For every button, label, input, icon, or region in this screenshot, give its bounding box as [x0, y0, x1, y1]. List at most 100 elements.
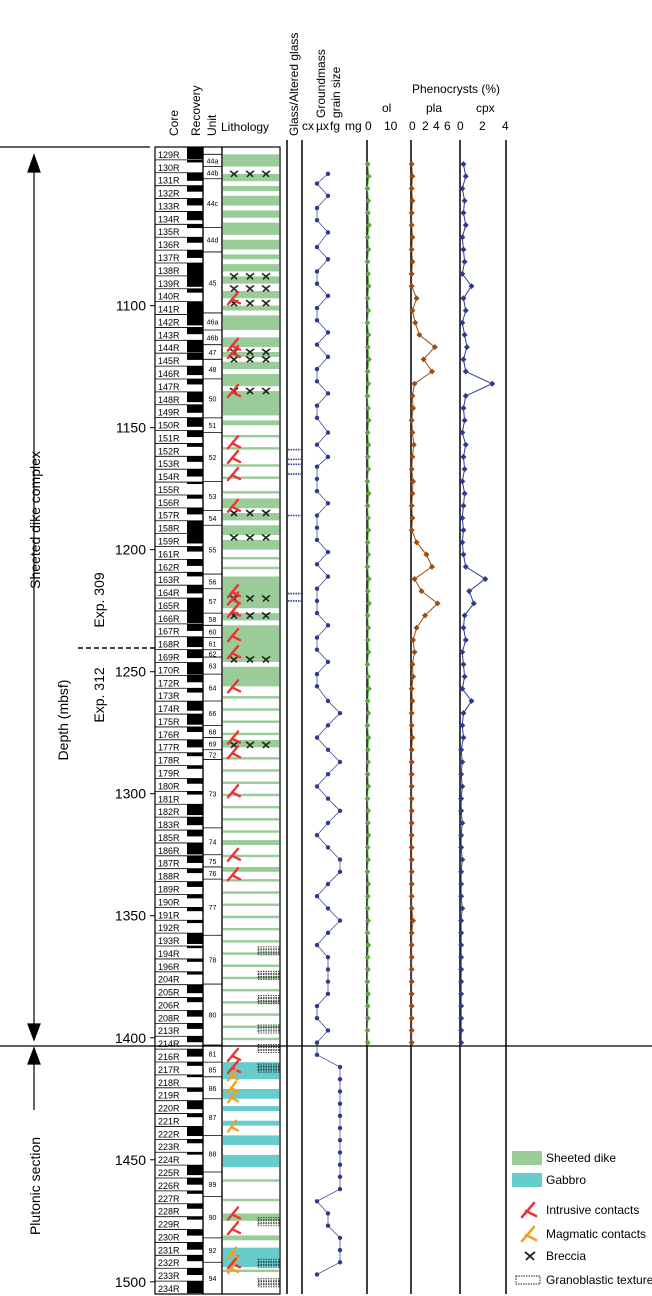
cpx-point-71: [458, 1027, 465, 1034]
lithology-band-42: [223, 793, 279, 797]
unit-label-68: 68: [209, 729, 217, 736]
core-label-181R: 181R: [158, 794, 180, 804]
ol-point-13: [364, 319, 371, 326]
unit-label-63: 63: [209, 664, 217, 671]
groundmass-point-13: [325, 330, 331, 335]
sheeted-dike-arrow-head-top: [27, 153, 41, 173]
ol-point-15: [364, 344, 371, 351]
cpx-point-58: [458, 868, 465, 875]
granoblastic-mark-2-1: [257, 998, 280, 1002]
pla-point-57: [408, 856, 415, 863]
groundmass-point-57: [337, 869, 343, 875]
core-label-155R: 155R: [158, 485, 180, 495]
cpx-tick-2: 2: [479, 119, 486, 133]
groundmass-point-51: [325, 796, 331, 801]
breccia-mark-10-1: [245, 611, 255, 620]
ol-point-72: [364, 1039, 371, 1046]
ol-point-14: [365, 331, 372, 338]
recovery-154R: [187, 469, 203, 477]
groundmass-point-61: [337, 918, 343, 923]
granoblastic-mark-3-0: [257, 1024, 280, 1028]
groundmass-point-60: [325, 906, 331, 911]
cpx-point-62: [458, 917, 465, 924]
unit-label-53: 53: [209, 494, 217, 501]
lithology-band-24: [223, 498, 279, 509]
recovery-230R: [187, 1229, 203, 1236]
core-label-150R: 150R: [158, 421, 180, 431]
recovery-146R: [187, 366, 203, 376]
lithology-band-25: [223, 513, 279, 521]
lithology-band-58: [223, 988, 279, 992]
lithology-band-5: [223, 222, 279, 235]
pla-point-6: [409, 234, 416, 241]
cpx-point-50: [458, 771, 465, 778]
lithology-band-39: [223, 757, 279, 760]
section-label-sheeted: Sheeted dike complex: [27, 451, 43, 589]
core-label-154R: 154R: [158, 472, 180, 482]
granoblastic-mark-6-0: [257, 1217, 280, 1221]
lithology-band-44: [223, 818, 279, 821]
pla-point-0: [408, 161, 415, 168]
core-label-196R: 196R: [158, 962, 180, 972]
core-label-185R: 185R: [158, 833, 180, 843]
ol-point-42: [365, 673, 372, 680]
groundmass-point-23: [325, 454, 331, 460]
ol-point-51: [365, 783, 372, 790]
recovery-206R: [187, 997, 203, 1003]
lithology-band-68: [223, 1154, 279, 1168]
groundmass-point-32: [314, 562, 320, 567]
core-label-153R: 153R: [158, 459, 180, 469]
cpx-point-10: [468, 283, 475, 290]
ol-point-10: [365, 283, 372, 290]
granoblastic-mark-4-2: [257, 1050, 280, 1053]
groundmass-point-15: [325, 354, 331, 360]
groundmass-point-18: [325, 391, 331, 396]
core-label-208R: 208R: [158, 1013, 180, 1023]
recovery-153R: [187, 456, 203, 462]
lithology-band-6: [223, 239, 279, 250]
cpx-point-23: [462, 441, 469, 448]
groundmass-point-87: [337, 1235, 343, 1241]
unit-label-44b: 44b: [207, 171, 219, 178]
depth-tick-label-1100: 1100: [116, 298, 146, 314]
recovery-227R: [187, 1190, 203, 1194]
recovery-182R: [187, 804, 203, 816]
unit-label-52: 52: [209, 455, 217, 462]
lithology-band-8: [223, 264, 279, 272]
granoblastic-mark-3-2: [257, 1030, 280, 1034]
ol-point-46: [364, 722, 371, 729]
lithology-band-66: [223, 1120, 279, 1126]
pla-tick-2: 2: [422, 119, 429, 133]
ol-point-67: [364, 978, 371, 985]
pla-point-14: [416, 331, 423, 338]
recovery-166R: [187, 610, 203, 623]
lithology-band-67: [223, 1135, 279, 1146]
recovery-214R: [187, 1036, 203, 1043]
groundmass-point-27: [325, 501, 331, 506]
recovery-187R: [187, 855, 203, 863]
pla-point-16: [420, 356, 427, 363]
groundmass-point-41: [314, 671, 320, 677]
recovery-163R: [187, 572, 203, 577]
pla-point-64: [408, 942, 415, 949]
cpx-point-69: [458, 1003, 465, 1010]
lithology-band-7: [223, 254, 279, 260]
cpx-point-22: [459, 429, 466, 436]
pla-point-38: [413, 624, 420, 631]
unit-label-45: 45: [209, 280, 217, 287]
pla-point-62: [410, 917, 417, 924]
groundmass-point-3: [314, 205, 320, 211]
ol-point-7: [365, 246, 372, 253]
core-label-190R: 190R: [158, 897, 180, 907]
recovery-204R: [187, 971, 203, 975]
recovery-228R: [187, 1203, 203, 1209]
ol-point-1: [365, 173, 372, 180]
cpx-point-39: [462, 636, 469, 643]
groundmass-point-0: [325, 171, 331, 177]
ol-point-48: [364, 746, 371, 753]
pla-point-42: [410, 673, 417, 680]
magmatic-contact-5: [226, 1261, 240, 1275]
header-glass: Glass/Altered glass: [287, 33, 301, 136]
cpx-point-48: [458, 746, 465, 753]
